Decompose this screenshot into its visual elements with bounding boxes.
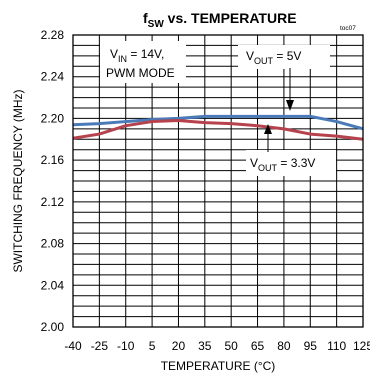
x-tick-label: 125 xyxy=(353,339,370,353)
y-tick-label: 2.00 xyxy=(41,320,65,334)
y-axis-label: SWITCHING FREQUENCY (MHz) xyxy=(11,89,25,272)
x-tick-label: 65 xyxy=(251,339,265,353)
x-tick-label: -10 xyxy=(117,339,135,353)
label-vout-3v3: VOUT = 3.3V xyxy=(250,156,315,173)
label-5v-box xyxy=(238,45,330,69)
x-tick-label: -40 xyxy=(64,339,82,353)
figure-id: toc07 xyxy=(340,25,356,32)
x-tick-label: -25 xyxy=(91,339,109,353)
x-axis-label: TEMPERATURE (°C) xyxy=(161,359,276,373)
y-tick-label: 2.28 xyxy=(41,28,65,42)
x-tick-label: 50 xyxy=(225,339,239,353)
condition-box xyxy=(100,41,186,83)
series-line-vout-5v xyxy=(72,114,364,131)
label-33v-box xyxy=(246,150,336,176)
y-tick-label: 2.12 xyxy=(41,195,65,209)
arrow-5v xyxy=(286,68,294,111)
y-tick-label: 2.16 xyxy=(41,153,65,167)
arrow-3v3 xyxy=(264,124,272,152)
x-tick-label: 95 xyxy=(304,339,318,353)
y-tick-label: 2.24 xyxy=(41,70,65,84)
x-tick-label: 20 xyxy=(172,339,186,353)
chart-title: fSW vs. TEMPERATURE xyxy=(143,10,297,30)
y-tick-label: 2.04 xyxy=(41,278,65,292)
x-tick-label: 35 xyxy=(198,339,212,353)
label-vout-5v: VOUT = 5V xyxy=(246,49,301,66)
x-tick-label: 110 xyxy=(327,339,346,353)
series-layer xyxy=(72,114,364,141)
plot-frame xyxy=(72,34,364,328)
x-tick-label: 5 xyxy=(149,339,156,353)
grid xyxy=(73,35,363,327)
y-tick-label: 2.08 xyxy=(41,237,65,251)
series-line-vout-3v3 xyxy=(72,119,364,141)
x-tick-labels: -40 -25 -10 5 20 35 50 65 80 95 110 125 xyxy=(64,339,370,353)
condition-mode: PWM MODE xyxy=(106,66,175,80)
condition-vin: VIN = 14V, xyxy=(110,47,164,64)
y-tick-label: 2.20 xyxy=(41,111,65,125)
y-tick-labels: 2.00 2.04 2.08 2.12 2.16 2.20 2.24 2.28 xyxy=(41,28,65,334)
x-tick-label: 80 xyxy=(277,339,291,353)
